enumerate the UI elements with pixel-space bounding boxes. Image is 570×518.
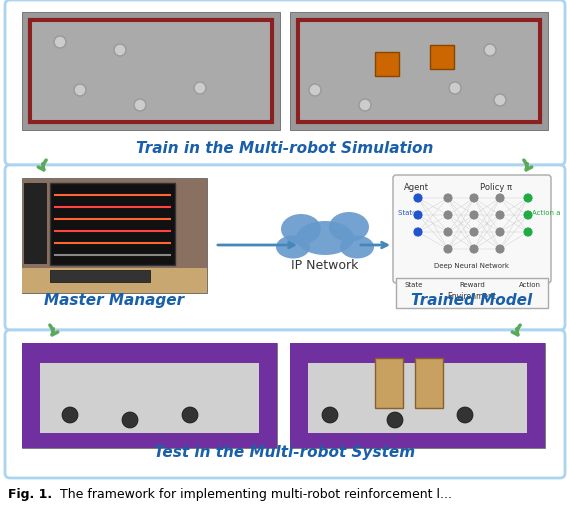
Bar [290,433,545,448]
Text: Action: Action [519,282,541,288]
Circle shape [443,210,453,220]
Circle shape [114,44,126,56]
Bar [298,20,540,122]
FancyBboxPatch shape [5,330,565,478]
Bar [290,12,548,130]
Circle shape [495,193,505,203]
Bar [22,343,277,363]
Circle shape [122,412,138,428]
Ellipse shape [296,221,354,255]
Bar [290,343,545,363]
Bar [301,23,537,119]
FancyBboxPatch shape [393,175,551,283]
Circle shape [523,193,533,203]
Circle shape [54,36,66,48]
Circle shape [443,193,453,203]
Circle shape [359,99,371,111]
Bar [22,12,280,130]
Text: Fig. 1.: Fig. 1. [8,488,52,501]
Circle shape [182,407,198,423]
Text: Test in the Multi-robot System: Test in the Multi-robot System [154,445,416,461]
Circle shape [309,84,321,96]
Bar [259,343,277,448]
Circle shape [469,244,479,254]
Text: The framework for implementing multi-robot reinforcement l...: The framework for implementing multi-rob… [60,488,452,501]
Text: Trained Model: Trained Model [412,293,532,308]
Circle shape [457,407,473,423]
Bar [375,358,403,408]
Bar [22,433,277,448]
Circle shape [495,244,505,254]
Bar [22,178,207,293]
Ellipse shape [276,236,310,258]
Circle shape [443,244,453,254]
Circle shape [387,412,403,428]
Bar [50,270,150,282]
Bar [396,278,548,308]
Text: Agent: Agent [404,182,429,192]
Circle shape [469,210,479,220]
Bar [527,343,545,448]
Bar [375,52,399,76]
Bar [24,183,46,263]
Ellipse shape [281,214,321,244]
Circle shape [413,193,423,203]
Circle shape [443,227,453,237]
Circle shape [413,227,423,237]
Bar [50,183,175,265]
Circle shape [469,227,479,237]
Circle shape [194,82,206,94]
Ellipse shape [340,236,374,258]
Ellipse shape [329,212,369,242]
Bar [22,343,40,448]
Circle shape [74,84,86,96]
Text: Reward: Reward [459,282,485,288]
FancyBboxPatch shape [5,0,565,165]
Bar [22,343,277,448]
Circle shape [484,44,496,56]
Text: Environment: Environment [447,292,496,300]
Circle shape [449,82,461,94]
Text: IP Network: IP Network [291,258,359,271]
Circle shape [523,227,533,237]
Text: State: State [405,282,423,288]
Bar [415,358,443,408]
Circle shape [523,210,533,220]
Circle shape [494,94,506,106]
Circle shape [134,99,146,111]
Bar [308,363,527,433]
FancyBboxPatch shape [5,165,565,330]
Circle shape [322,407,338,423]
Circle shape [413,210,423,220]
Text: Policy π: Policy π [480,182,512,192]
Bar [22,268,207,293]
Text: Master Manager: Master Manager [44,293,184,308]
Circle shape [495,227,505,237]
Text: Deep Neural Network: Deep Neural Network [434,263,510,269]
Text: State s: State s [398,210,422,216]
Bar [40,363,259,433]
Bar [290,343,545,448]
Bar [290,343,308,448]
Circle shape [469,193,479,203]
Text: Action a: Action a [532,210,560,216]
Bar [33,23,269,119]
Circle shape [62,407,78,423]
Bar [30,20,272,122]
Circle shape [495,210,505,220]
Bar [430,45,454,69]
Text: Train in the Multi-robot Simulation: Train in the Multi-robot Simulation [136,140,434,155]
